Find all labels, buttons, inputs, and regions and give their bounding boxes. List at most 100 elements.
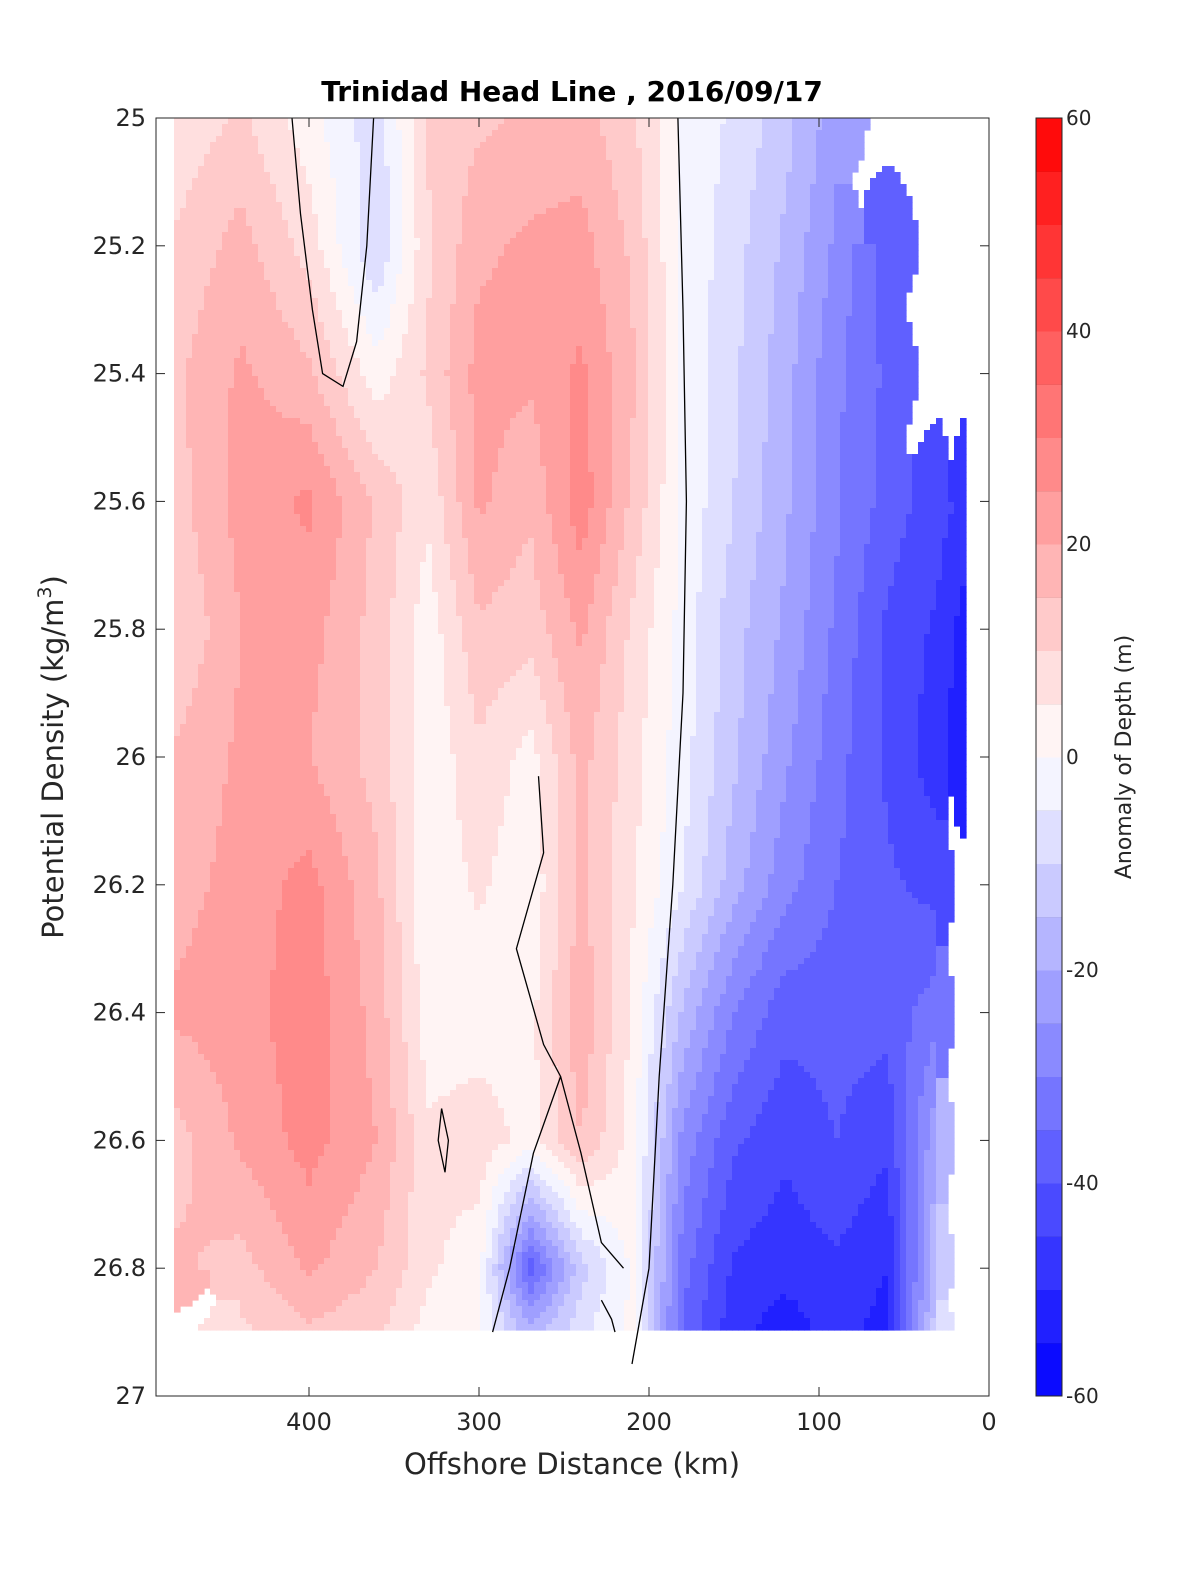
contour-cell [570, 328, 577, 335]
contour-cell [630, 286, 637, 293]
contour-cell [252, 178, 259, 185]
contour-cell [546, 238, 553, 245]
contour-cell [726, 256, 733, 263]
contour-cell [546, 178, 553, 185]
contour-cell [180, 280, 187, 287]
contour-cell [780, 334, 787, 341]
contour-cell [234, 280, 241, 287]
contour-cell [444, 166, 451, 173]
contour-cell [276, 292, 283, 299]
contour-cell [270, 226, 277, 233]
contour-cell [822, 214, 829, 221]
contour-cell [570, 298, 577, 305]
contour-cell [426, 220, 433, 227]
contour-cell [264, 286, 271, 293]
contour-cell [564, 220, 571, 227]
contour-cell [744, 214, 751, 221]
contour-cell [276, 124, 283, 131]
contour-cell [306, 238, 313, 245]
contour-cell [876, 250, 883, 257]
contour-cell [414, 352, 421, 359]
contour-cell [630, 280, 637, 287]
contour-cell [438, 322, 445, 329]
contour-cell [606, 178, 613, 185]
contour-cell [564, 166, 571, 173]
contour-cell [312, 244, 319, 251]
contour-cell [378, 316, 385, 323]
contour-cell [762, 256, 769, 263]
contour-cell [714, 262, 721, 269]
contour-cell [480, 238, 487, 245]
contour-cell [498, 334, 505, 341]
contour-cell [288, 340, 295, 347]
contour-cell [684, 334, 691, 341]
contour-cell [678, 274, 685, 281]
contour-cell [294, 118, 301, 125]
contour-cell [702, 202, 709, 209]
contour-cell [444, 154, 451, 161]
contour-cell [768, 154, 775, 161]
contour-cell [798, 130, 805, 137]
contour-cell [804, 280, 811, 287]
contour-cell [174, 160, 181, 167]
contour-cell [486, 178, 493, 185]
contour-cell [744, 244, 751, 251]
contour-cell [738, 334, 745, 341]
contour-cell [690, 118, 697, 125]
contour-cell [282, 142, 289, 149]
contour-cell [852, 334, 859, 341]
contour-cell [618, 172, 625, 179]
contour-cell [354, 148, 361, 155]
contour-cell [894, 226, 901, 233]
contour-cell [276, 196, 283, 203]
contour-cell [810, 286, 817, 293]
contour-cell [408, 172, 415, 179]
contour-cell [246, 244, 253, 251]
contour-cell [558, 304, 565, 311]
contour-cell [690, 238, 697, 245]
contour-cell [198, 190, 205, 197]
contour-cell [192, 202, 199, 209]
contour-cell [648, 220, 655, 227]
contour-cell [474, 286, 481, 293]
contour-cell [186, 268, 193, 275]
contour-cell [306, 364, 313, 371]
contour-cell [750, 130, 757, 137]
contour-cell [360, 130, 367, 137]
contour-cell [804, 202, 811, 209]
contour-cell [354, 256, 361, 263]
contour-cell [636, 220, 643, 227]
contour-cell [654, 340, 661, 347]
contour-cell [288, 256, 295, 263]
contour-cell [726, 328, 733, 335]
contour-cell [744, 268, 751, 275]
contour-cell [510, 172, 517, 179]
contour-cell [810, 274, 817, 281]
contour-cell [636, 262, 643, 269]
contour-cell [798, 340, 805, 347]
contour-cell [510, 304, 517, 311]
contour-cell [846, 250, 853, 257]
contour-cell [552, 166, 559, 173]
contour-cell [846, 124, 853, 131]
contour-cell [456, 160, 463, 167]
contour-cell [708, 220, 715, 227]
contour-cell [552, 352, 559, 359]
contour-cell [456, 244, 463, 251]
contour-cell [336, 214, 343, 221]
contour-cell [900, 358, 907, 365]
contour-cell [738, 124, 745, 131]
contour-cell [348, 328, 355, 335]
contour-cell [612, 214, 619, 221]
contour-cell [642, 262, 649, 269]
contour-cell [390, 118, 397, 125]
contour-cell [606, 328, 613, 335]
contour-cell [876, 286, 883, 293]
contour-cell [582, 190, 589, 197]
contour-cell [318, 334, 325, 341]
contour-cell [330, 166, 337, 173]
contour-cell [210, 226, 217, 233]
contour-cell [276, 136, 283, 143]
contour-cell [276, 202, 283, 209]
contour-cell [300, 196, 307, 203]
